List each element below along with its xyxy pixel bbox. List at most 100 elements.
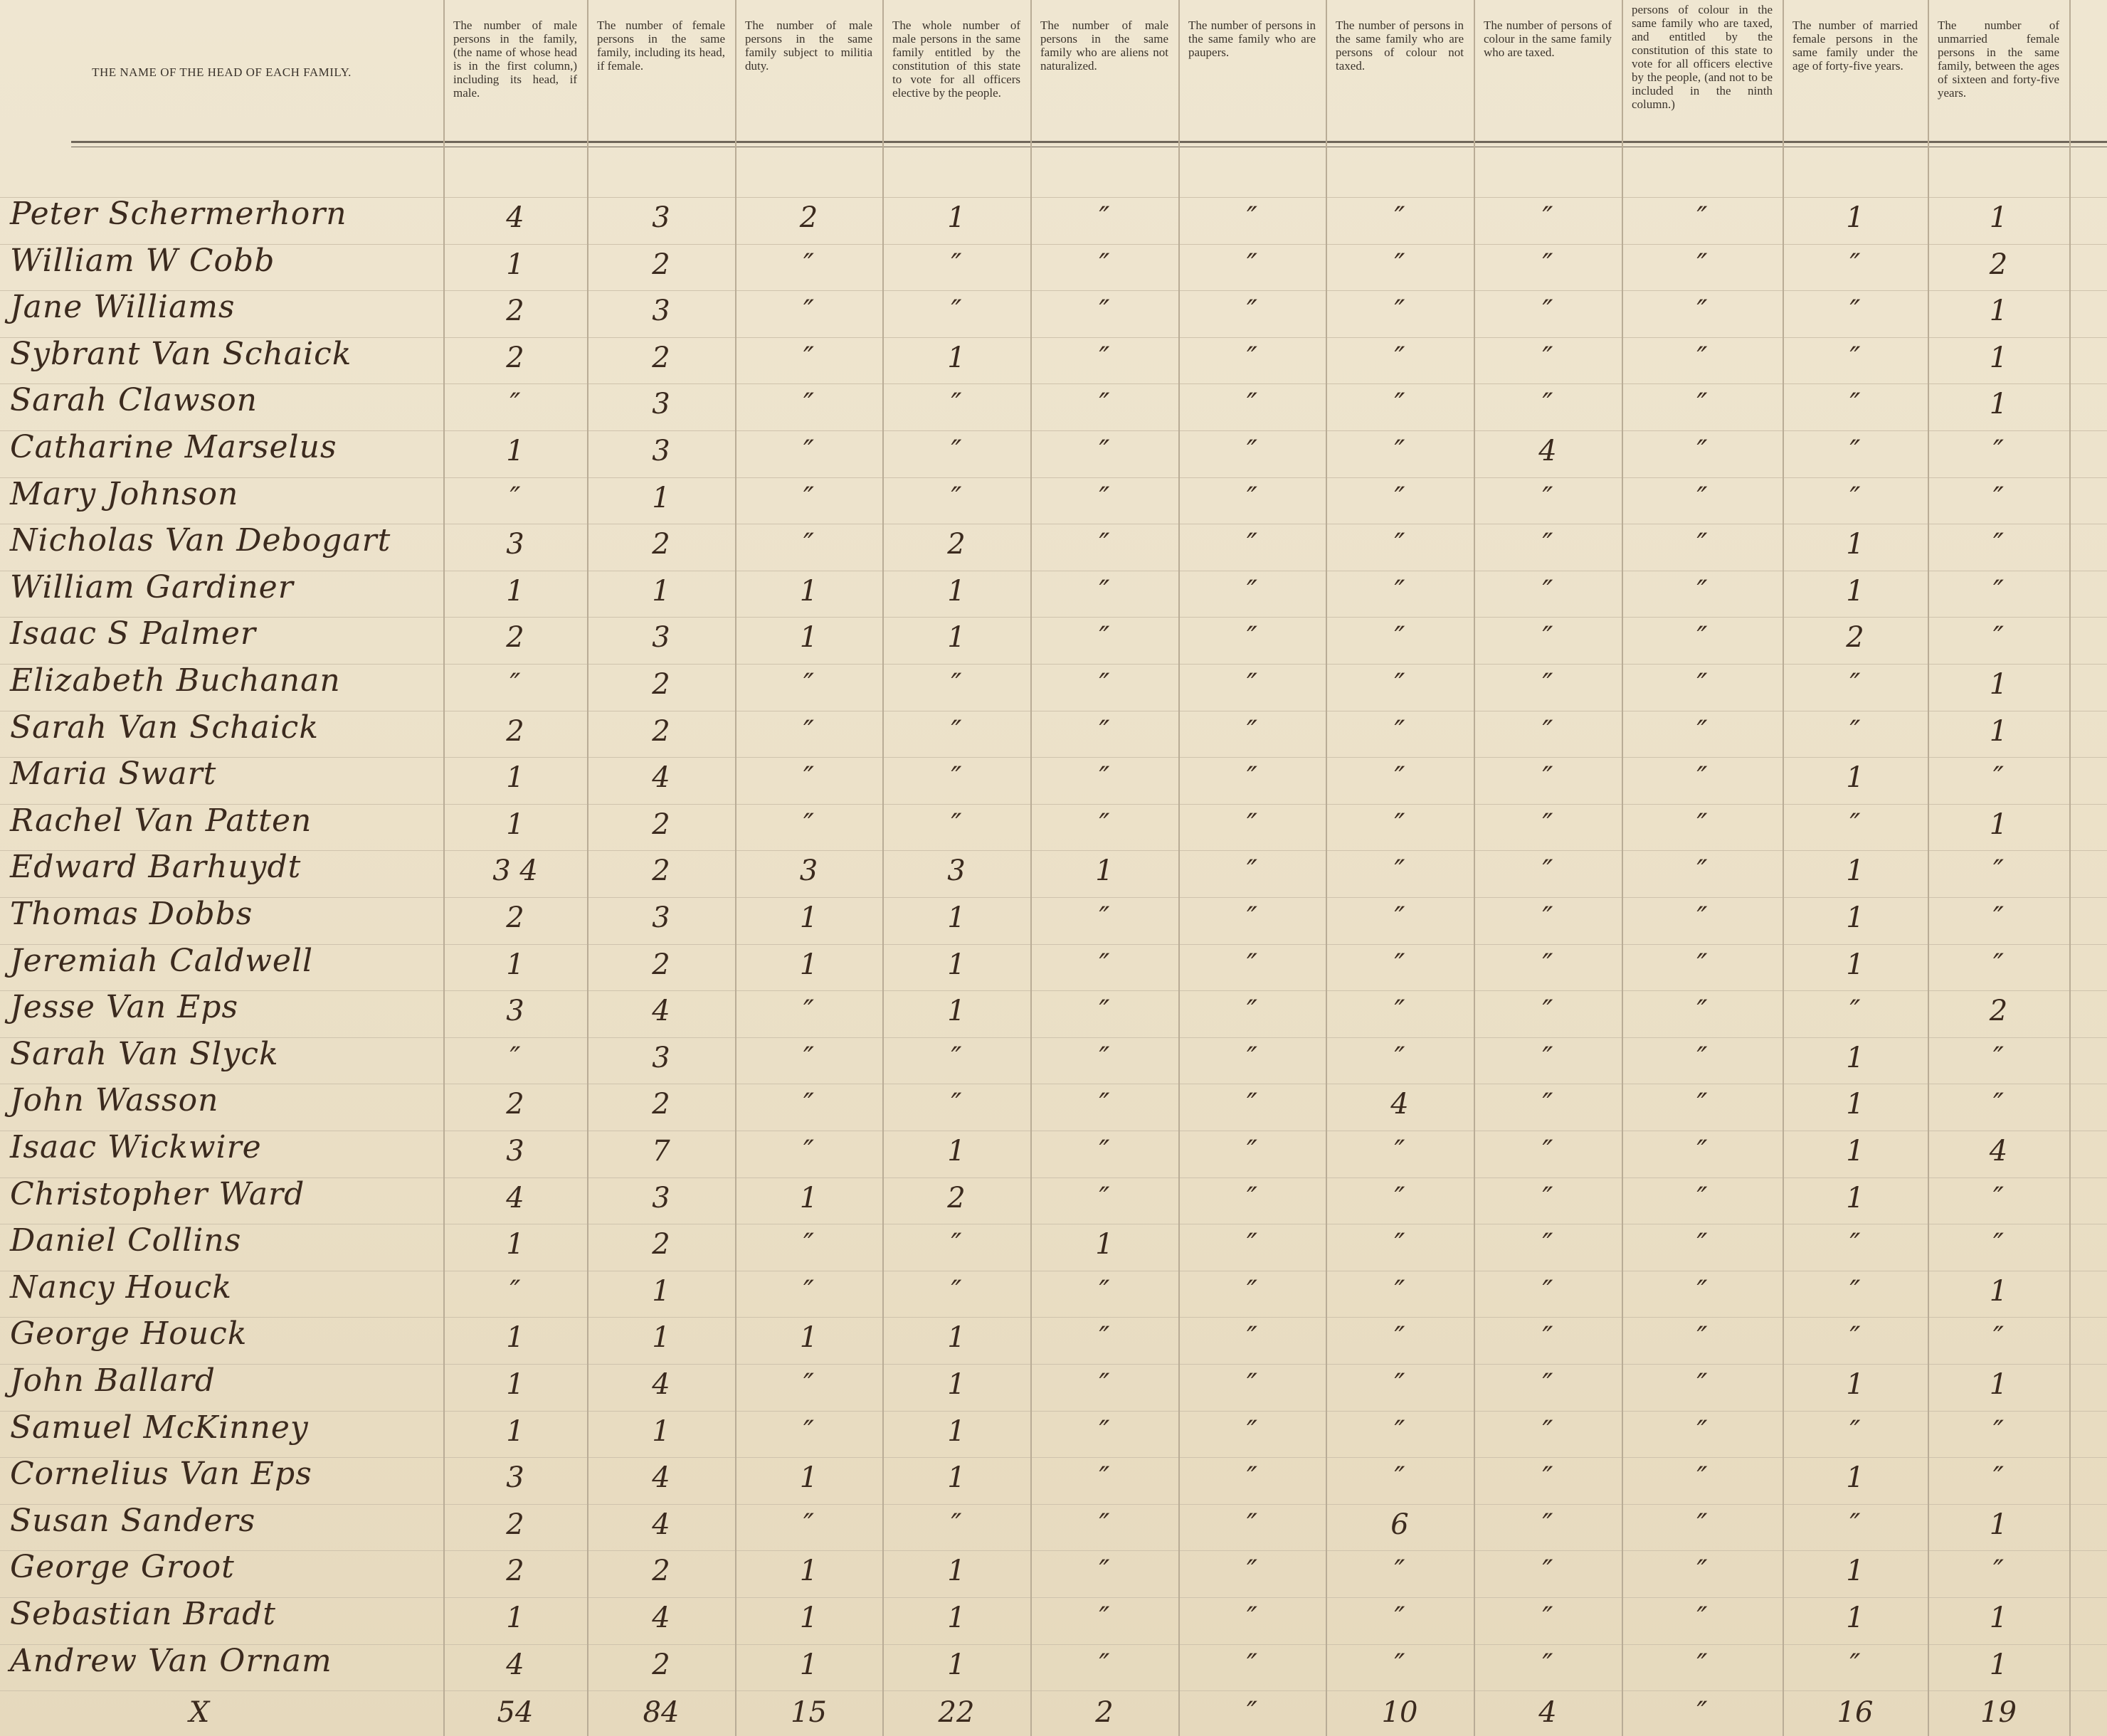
family-head-name: Nicholas Van Debogart [10, 522, 391, 559]
count-cell: ″ [1849, 388, 1861, 421]
count-cell: 1 [652, 1414, 670, 1448]
count-cell: ″ [1542, 621, 1553, 655]
count-cell: ″ [1993, 1555, 2004, 1588]
count-cell: ″ [803, 528, 814, 561]
count-cell: 1 [799, 621, 818, 655]
count-cell: ″ [1993, 1041, 2004, 1074]
count-cell: 2 [652, 341, 670, 374]
count-cell: ″ [1394, 808, 1405, 841]
family-head-name: Sebastian Bradt [10, 1596, 276, 1632]
count-cell: ″ [1542, 1461, 1553, 1495]
count-cell: ″ [1247, 1508, 1257, 1541]
total-cell: 2 [1095, 1696, 1114, 1730]
count-cell: 1 [506, 761, 524, 795]
total-cell: 19 [1980, 1696, 2017, 1730]
count-cell: ″ [1542, 1274, 1553, 1308]
count-cell: ″ [1542, 1088, 1553, 1121]
count-cell: ″ [1099, 668, 1110, 701]
family-head-name: Jane Williams [10, 289, 236, 326]
count-cell: 1 [1989, 1274, 2008, 1308]
count-cell: 1 [947, 1135, 966, 1168]
count-cell: ″ [1099, 574, 1110, 608]
count-cell: ″ [1099, 1602, 1110, 1634]
count-cell: 1 [947, 995, 966, 1028]
count-cell: 3 [652, 1041, 670, 1074]
ruled-line [0, 664, 2107, 665]
count-cell: ″ [1247, 948, 1257, 981]
ruled-line [0, 850, 2107, 852]
count-cell: ″ [1247, 761, 1257, 795]
count-cell: 1 [1846, 854, 1864, 888]
count-cell: ″ [1394, 668, 1405, 701]
count-cell: ″ [1394, 1648, 1405, 1681]
count-cell: ″ [803, 714, 814, 748]
count-cell: 1 [506, 1228, 524, 1261]
count-cell: ″ [1696, 481, 1708, 514]
family-head-name: George Groot [10, 1549, 235, 1586]
count-cell: 1 [506, 1602, 524, 1634]
count-cell: ″ [1247, 481, 1257, 514]
count-cell: 2 [947, 1181, 966, 1214]
count-cell: ″ [1993, 1461, 2004, 1495]
count-cell: ″ [1247, 714, 1257, 748]
header-rule [71, 141, 2107, 143]
count-cell: ″ [1247, 854, 1257, 888]
count-cell: ″ [1542, 1508, 1553, 1541]
count-cell: ″ [1696, 1228, 1708, 1261]
count-cell: 1 [1989, 1508, 2008, 1541]
count-cell: ″ [1247, 248, 1257, 281]
count-cell: 3 [652, 1181, 670, 1214]
count-cell: 1 [1846, 761, 1864, 795]
count-cell: ″ [1849, 1274, 1861, 1308]
family-head-name: Peter Schermerhorn [10, 196, 347, 232]
count-cell: 1 [947, 1555, 966, 1588]
count-cell: ″ [951, 668, 962, 701]
count-cell: 4 [506, 201, 524, 234]
family-head-name: Maria Swart [10, 756, 217, 793]
count-cell: ″ [1542, 714, 1553, 748]
count-cell: ″ [1542, 574, 1553, 608]
count-cell: ″ [803, 1228, 814, 1261]
count-cell: ″ [1849, 1228, 1861, 1261]
total-cell: ″ [1247, 1696, 1257, 1730]
family-head-name: Sarah Van Slyck [10, 1035, 279, 1072]
count-cell: 3 [506, 995, 524, 1028]
family-head-name: Sarah Van Schaick [10, 709, 319, 746]
count-cell: ″ [1394, 1461, 1405, 1495]
count-cell: 7 [652, 1135, 670, 1168]
count-cell: 1 [652, 1274, 670, 1308]
count-cell: ″ [1849, 714, 1861, 748]
count-cell: ″ [803, 808, 814, 841]
count-cell: 1 [506, 574, 524, 608]
family-head-name: Samuel McKinney [10, 1409, 309, 1446]
count-cell: ″ [1849, 1508, 1861, 1541]
family-head-name: William W Cobb [10, 242, 275, 279]
count-cell: ″ [1696, 901, 1708, 934]
count-cell: ″ [1099, 481, 1110, 514]
count-cell: ″ [1247, 1041, 1257, 1074]
count-cell: ″ [1099, 1321, 1110, 1355]
count-cell: ″ [1394, 1414, 1405, 1448]
count-cell: ″ [1247, 668, 1257, 701]
column-header: The number of male persons in the family… [453, 18, 577, 100]
count-cell: ″ [1849, 435, 1861, 467]
count-cell: ″ [1696, 574, 1708, 608]
ruled-line [0, 430, 2107, 431]
count-cell: 4 [506, 1181, 524, 1214]
column-line [882, 0, 884, 1736]
ruled-line [0, 1317, 2107, 1318]
count-cell: ″ [1394, 1602, 1405, 1634]
count-cell: ″ [1394, 761, 1405, 795]
count-cell: ″ [1993, 948, 2004, 981]
count-cell: 1 [506, 1321, 524, 1355]
count-cell: 4 [506, 1648, 524, 1681]
ruled-line [0, 1177, 2107, 1178]
ruled-line [0, 990, 2107, 992]
count-cell: ″ [1394, 995, 1405, 1028]
column-line [1928, 0, 1929, 1736]
count-cell: 2 [799, 201, 818, 234]
column-header: THE NAME OF THE HEAD OF EACH FAMILY. [92, 65, 352, 79]
count-cell: ″ [1542, 248, 1553, 281]
count-cell: ″ [509, 1274, 521, 1308]
count-cell: ″ [951, 1228, 962, 1261]
